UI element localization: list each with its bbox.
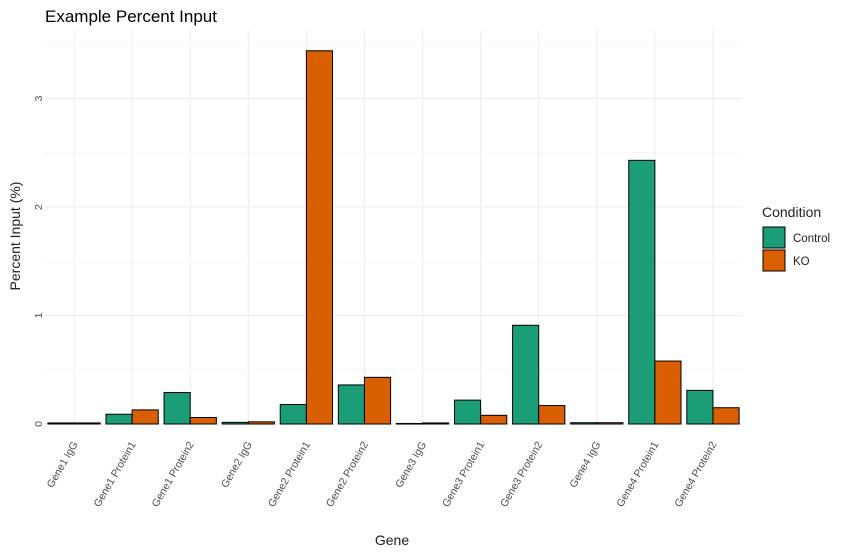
x-tick-label: Gene1 Protein2 xyxy=(150,439,197,509)
x-tick-label: Gene3 IgG xyxy=(393,440,429,490)
legend-title: Condition xyxy=(762,204,821,220)
bar-ko-gene1-igg xyxy=(73,422,101,425)
legend: Condition Control KO xyxy=(762,204,830,272)
legend-key-control xyxy=(762,226,786,249)
bar-control-gene4-igg xyxy=(570,422,598,425)
chart-title: Example Percent Input xyxy=(45,7,217,26)
x-axis-ticks: Gene1 IgG Gene1 Protein1 Gene1 Protein2 Gen… xyxy=(45,439,720,509)
x-tick-label: Gene2 Protein2 xyxy=(324,439,371,509)
bar-ko-gene4-protein1 xyxy=(654,360,682,425)
x-tick-label: Gene4 Protein2 xyxy=(672,439,719,509)
bar-control-gene3-igg xyxy=(395,422,424,425)
bar-control-gene4-protein1 xyxy=(628,159,656,425)
bar-ko-gene3-protein1 xyxy=(480,414,508,425)
bar-ko-gene2-protein1 xyxy=(305,50,334,425)
bar-ko-gene4-igg xyxy=(596,422,624,425)
x-tick-label: Gene2 IgG xyxy=(219,440,255,490)
legend-key-ko xyxy=(762,249,786,272)
bars xyxy=(47,50,740,425)
legend-label-control: Control xyxy=(793,233,830,245)
x-tick-label: Gene3 Protein1 xyxy=(440,439,487,509)
y-tick-label: 2 xyxy=(33,204,45,210)
bar-ko-gene1-protein2 xyxy=(189,416,217,425)
bar-control-gene3-protein2 xyxy=(512,324,540,425)
bar-control-gene4-protein2 xyxy=(686,389,714,425)
x-tick-label: Gene4 IgG xyxy=(567,440,603,490)
x-tick-label: Gene2 Protein1 xyxy=(266,439,313,509)
y-tick-label: 1 xyxy=(33,312,45,318)
x-tick-label: Gene1 IgG xyxy=(45,440,81,490)
x-tick-label: Gene4 Protein1 xyxy=(614,439,661,509)
legend-label-ko: KO xyxy=(793,256,810,268)
y-axis-title: Percent Input (%) xyxy=(7,182,23,291)
bar-ko-gene2-igg xyxy=(247,421,275,425)
y-tick-label: 3 xyxy=(33,95,45,101)
bar-ko-gene4-protein2 xyxy=(712,407,740,425)
x-tick-label: Gene1 Protein1 xyxy=(92,439,139,509)
bar-control-gene1-protein1 xyxy=(105,413,133,425)
y-tick-label: 0 xyxy=(33,421,45,427)
bar-control-gene3-protein1 xyxy=(453,399,482,425)
bar-ko-gene2-protein2 xyxy=(363,376,392,425)
bar-control-gene2-protein1 xyxy=(279,403,307,425)
bar-ko-gene3-igg xyxy=(422,422,450,425)
bar-ko-gene1-protein1 xyxy=(131,409,159,425)
bar-ko-gene3-protein2 xyxy=(538,405,566,425)
x-axis-title: Gene xyxy=(375,532,409,548)
bar-control-gene1-protein2 xyxy=(163,392,191,425)
bar-control-gene2-protein2 xyxy=(337,384,365,425)
bar-control-gene1-igg xyxy=(47,422,75,425)
bar-control-gene2-igg xyxy=(221,421,249,425)
x-tick-label: Gene3 Protein2 xyxy=(498,439,545,509)
y-axis-ticks: 0 1 2 3 xyxy=(33,95,45,427)
